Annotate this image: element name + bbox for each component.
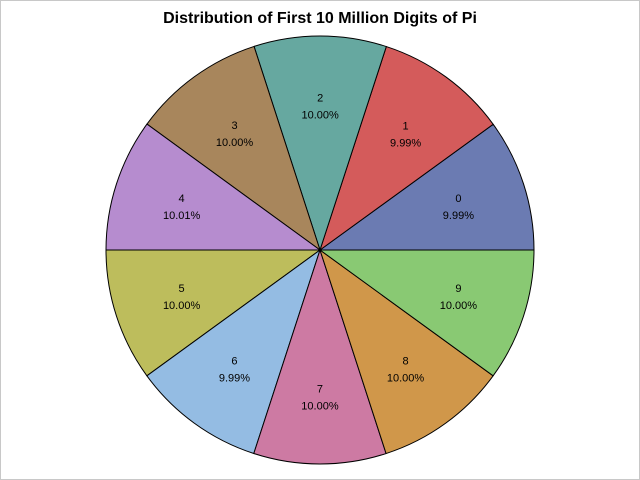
pie-slice-6 — [146, 248, 321, 455]
slice-percent-6: 9.99% — [219, 373, 250, 385]
slice-percent-0: 9.99% — [443, 210, 474, 222]
slice-percent-7: 10.00% — [301, 401, 339, 413]
slice-percent-8: 10.00% — [387, 373, 425, 385]
pie-slice-8 — [319, 248, 494, 455]
slice-label-3: 3 — [231, 120, 237, 132]
pie-slice-2 — [253, 35, 387, 252]
slice-label-2: 2 — [317, 92, 323, 104]
slice-percent-5: 10.00% — [163, 300, 201, 312]
pie-slice-9 — [318, 249, 535, 377]
pie-slice-5 — [105, 249, 322, 377]
slice-label-7: 7 — [317, 384, 323, 396]
chart-title: Distribution of First 10 Million Digits … — [163, 10, 477, 27]
slice-percent-2: 10.00% — [301, 109, 339, 121]
slice-label-0: 0 — [455, 193, 461, 205]
pie-slice-1 — [319, 45, 494, 252]
slice-label-9: 9 — [455, 283, 461, 295]
slice-percent-4: 10.01% — [163, 210, 201, 222]
slice-percent-9: 10.00% — [440, 300, 478, 312]
slice-label-1: 1 — [403, 120, 409, 132]
pie-slice-0 — [318, 123, 535, 251]
pie-slice-4 — [105, 123, 322, 251]
slice-label-4: 4 — [179, 193, 185, 205]
pie-slice-3 — [146, 45, 321, 252]
pie-slice-7 — [253, 248, 387, 465]
slice-percent-3: 10.00% — [216, 137, 254, 149]
slice-label-6: 6 — [231, 356, 237, 368]
slice-percent-1: 9.99% — [390, 137, 421, 149]
slice-label-8: 8 — [402, 356, 408, 368]
slice-label-5: 5 — [179, 283, 185, 295]
